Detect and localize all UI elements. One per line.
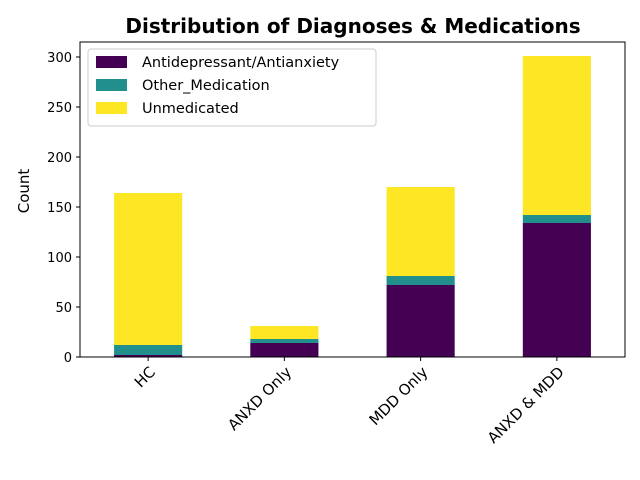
- x-tick-label: ANXD Only: [224, 363, 295, 434]
- x-tick-label: ANXD & MDD: [484, 363, 568, 447]
- plot-frame: [79, 41, 626, 358]
- legend: Antidepressant/Antianxiety Other_Medicati…: [87, 48, 377, 127]
- bar-segment: [386, 187, 455, 276]
- bar-segment: [114, 345, 183, 355]
- bar-segment: [250, 343, 319, 357]
- x-axis: HC ANXD Only MDD Only ANXD & MDD: [131, 357, 568, 447]
- legend-label: Antidepressant/Antianxiety: [142, 55, 340, 71]
- bar-segment: [250, 326, 319, 339]
- legend-swatch: [96, 79, 127, 91]
- bar-segment: [522, 223, 591, 357]
- legend-swatch: [96, 56, 127, 68]
- y-tick-label: 250: [47, 101, 72, 116]
- y-tick-label: 50: [55, 301, 72, 316]
- chart-title: Distribution of Diagnoses & Medications: [125, 14, 580, 38]
- y-tick-label: 300: [47, 51, 72, 66]
- y-tick-label: 0: [64, 351, 72, 366]
- legend-swatch: [96, 102, 127, 114]
- legend-frame: [87, 48, 377, 127]
- y-tick-label: 100: [47, 251, 72, 266]
- bar-segment: [250, 339, 319, 343]
- y-axis: 0 50 100 150 200 250 300: [47, 51, 80, 366]
- bar-segment: [114, 355, 183, 357]
- y-axis-label: Count: [15, 169, 33, 214]
- bar-segment: [386, 276, 455, 285]
- legend-label: Other_Medication: [142, 78, 270, 94]
- x-tick-label: MDD Only: [366, 363, 432, 429]
- bar-segment: [522, 56, 591, 215]
- y-tick-label: 150: [47, 201, 72, 216]
- bar-segment: [386, 285, 455, 357]
- legend-label: Unmedicated: [142, 101, 239, 117]
- bars-layer: [114, 56, 591, 357]
- bar-segment: [114, 193, 183, 345]
- y-tick-label: 200: [47, 151, 72, 166]
- bar-segment: [522, 215, 591, 223]
- x-tick-label: HC: [131, 363, 159, 391]
